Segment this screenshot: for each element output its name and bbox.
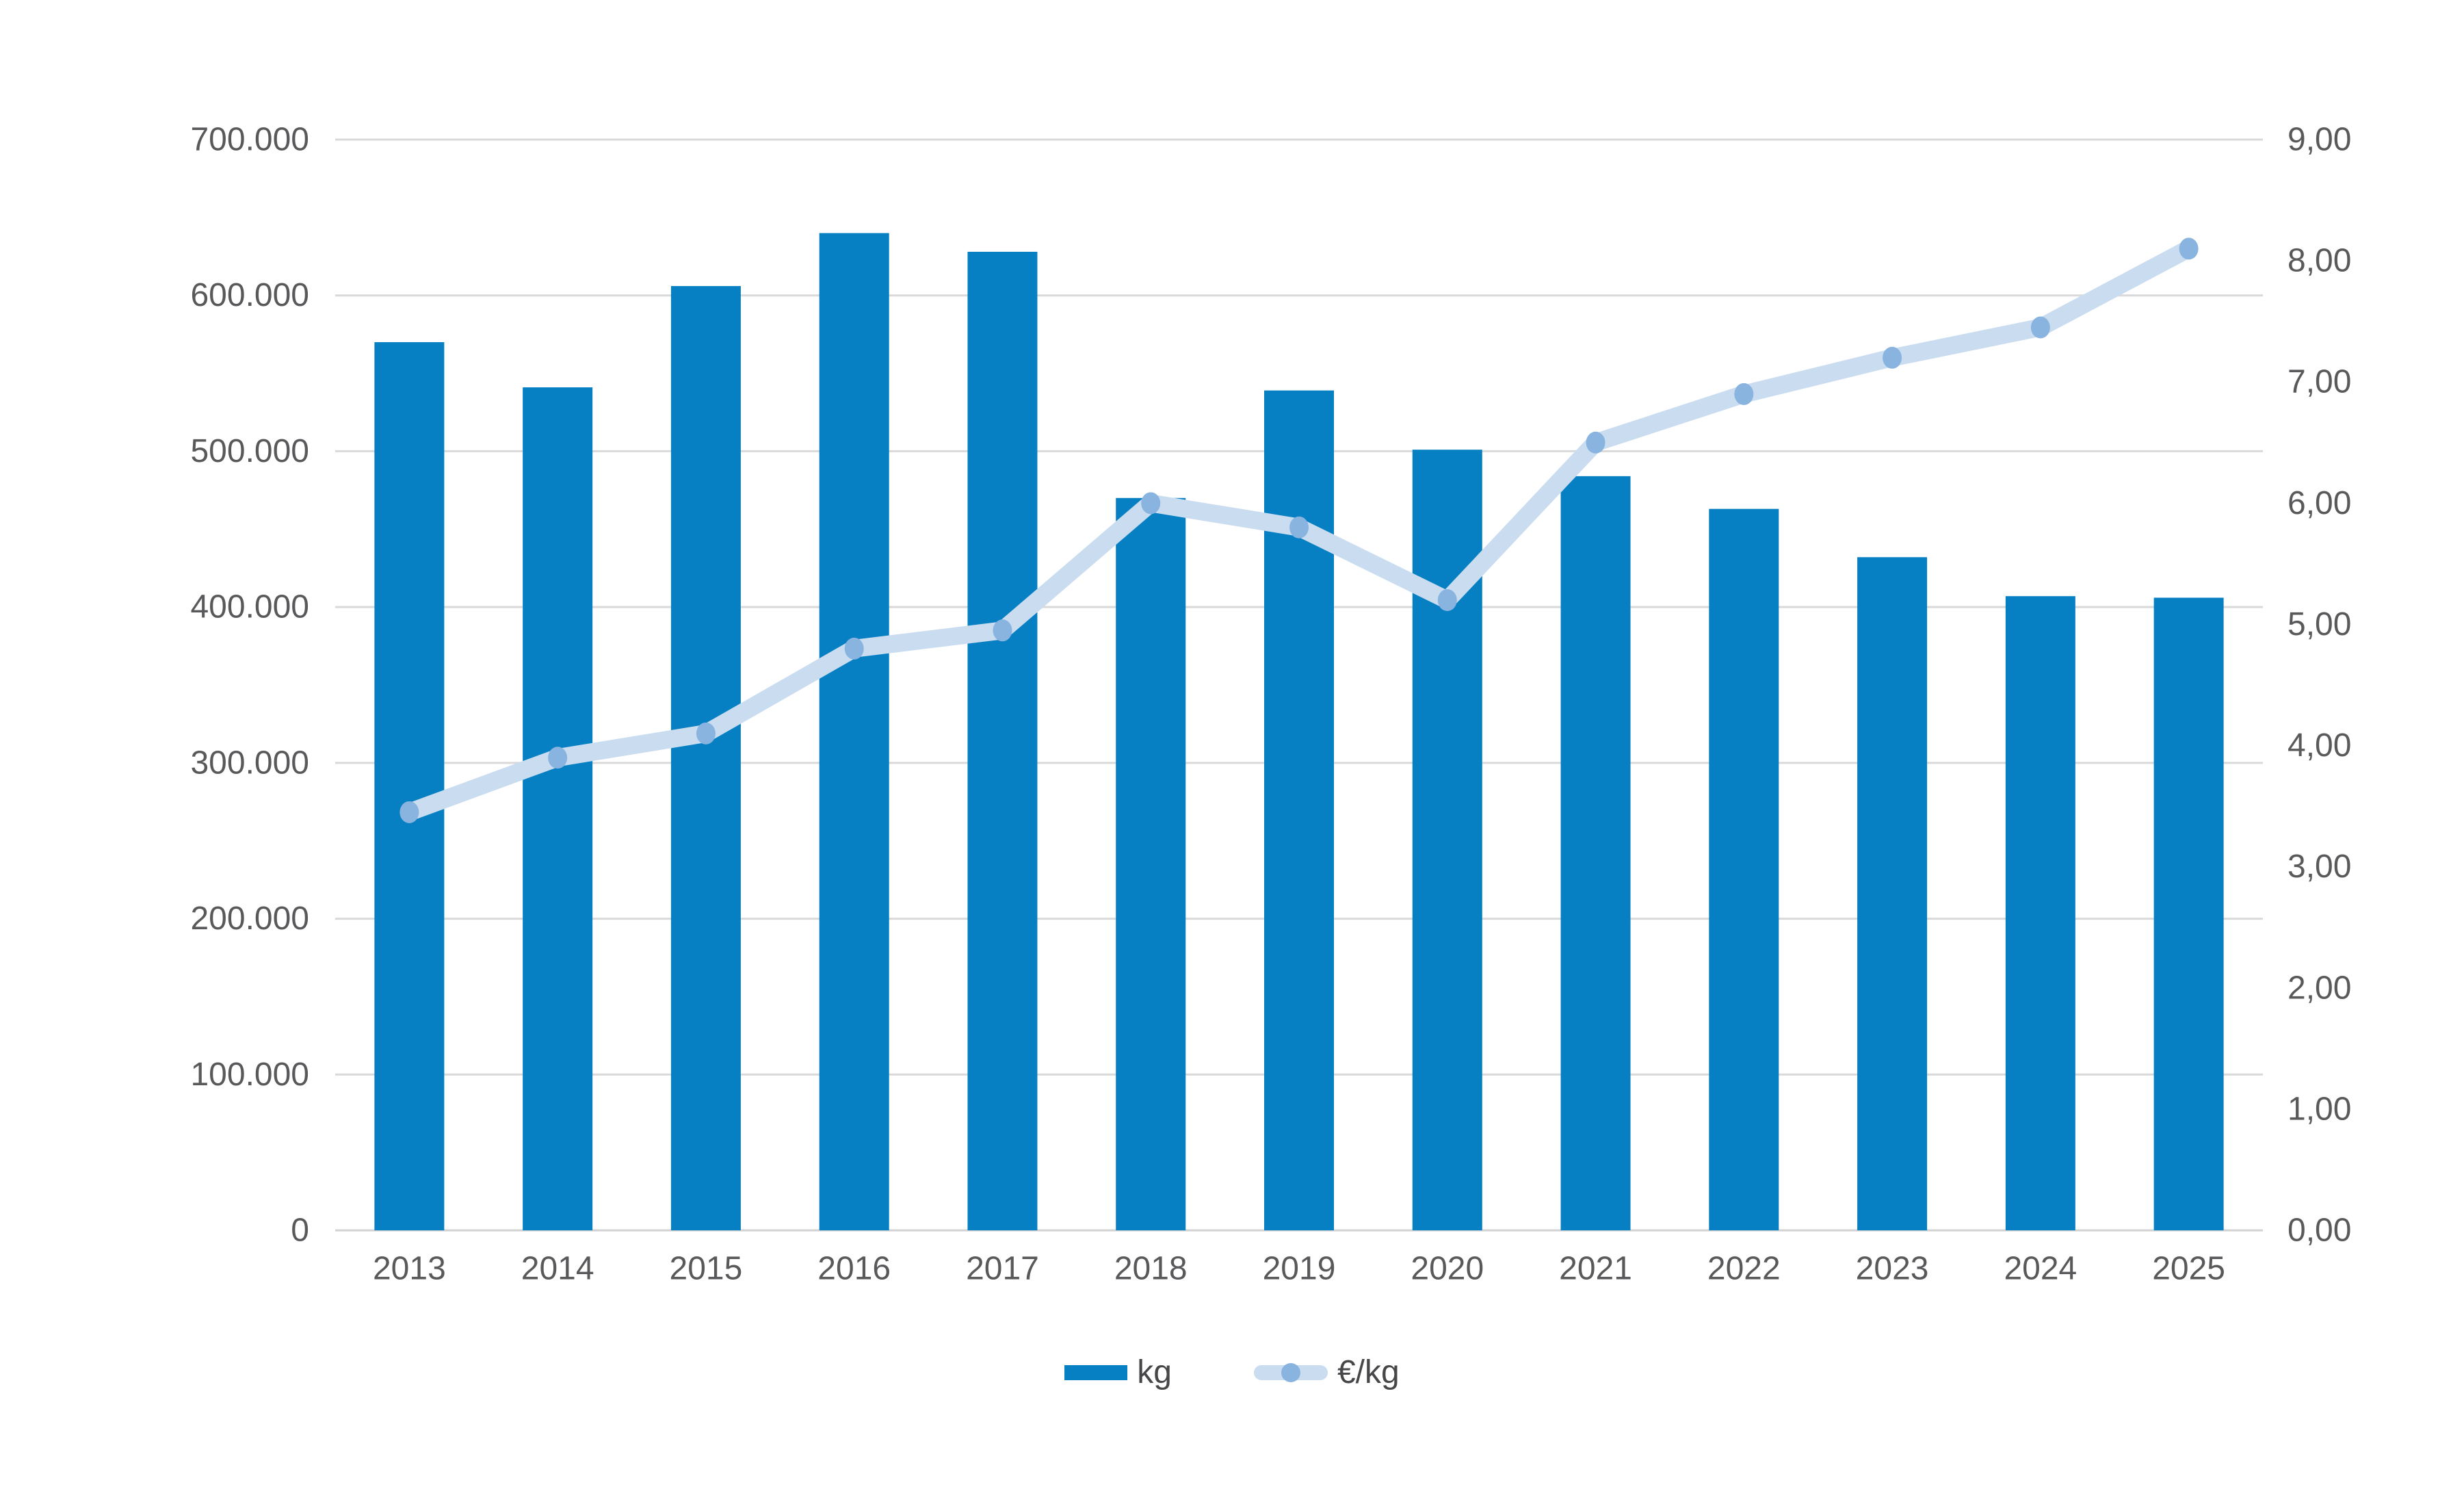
point-2018 [1141,492,1161,515]
point-2013 [399,801,419,823]
bar-2013 [374,342,445,1230]
bar-2022 [1709,508,1779,1230]
x-axis-label-2019: 2019 [1263,1251,1336,1287]
point-2019 [1289,516,1309,539]
x-axis-label-2020: 2020 [1411,1251,1484,1287]
left-axis-tick-label: 600.000 [190,277,309,313]
point-2023 [1883,346,1902,369]
bar-2016 [819,233,889,1231]
left-axis-tick-label: 200.000 [190,901,309,937]
point-2014 [548,747,568,769]
bar-2017 [967,251,1038,1230]
point-2022 [1734,383,1754,405]
right-axis-tick-label: 8,00 [2288,243,2351,279]
x-axis-label-2017: 2017 [966,1251,1039,1287]
x-axis-label-2016: 2016 [817,1251,891,1287]
point-2024 [2030,316,2050,339]
x-axis-label-2025: 2025 [2152,1251,2225,1287]
right-axis-tick-label: 9,00 [2288,122,2351,158]
right-axis-tick-label: 7,00 [2288,364,2351,400]
right-axis-tick-label: 4,00 [2288,727,2351,764]
x-axis-label-2018: 2018 [1114,1251,1188,1287]
left-axis-tick-label: 300.000 [190,744,309,781]
point-2020 [1437,589,1457,612]
right-axis-tick-label: 2,00 [2288,970,2351,1006]
bar-2023 [1857,557,1928,1230]
x-axis-label-2022: 2022 [1707,1251,1781,1287]
bar-2014 [523,387,593,1231]
left-axis-tick-label: 400.000 [190,589,309,625]
left-axis-tick-label: 700.000 [190,122,309,158]
x-axis-label-2013: 2013 [373,1251,446,1287]
x-axis-label-2021: 2021 [1559,1251,1632,1287]
bar-2024 [2005,596,2075,1230]
left-axis-tick-label: 0 [291,1213,309,1249]
x-axis-label-2014: 2014 [521,1251,594,1287]
point-2017 [993,619,1012,642]
x-axis-label-2023: 2023 [1856,1251,1929,1287]
point-2016 [844,637,864,660]
left-axis-tick-label: 100.000 [190,1057,309,1093]
right-axis-tick-label: 1,00 [2288,1091,2351,1127]
x-axis-label-2015: 2015 [670,1251,743,1287]
x-axis-label-2024: 2024 [2004,1251,2077,1287]
bar-2018 [1116,497,1186,1230]
bar-2015 [670,286,741,1231]
point-2025 [2179,237,2199,260]
right-axis-tick-label: 6,00 [2288,485,2351,521]
point-2015 [696,722,716,744]
bar-2021 [1560,476,1631,1231]
bar-2025 [2153,597,2224,1230]
left-axis-tick-label: 500.000 [190,433,309,469]
right-axis-tick-label: 0,00 [2288,1213,2351,1249]
point-2021 [1586,431,1605,454]
right-axis-tick-label: 3,00 [2288,849,2351,885]
right-axis-tick-label: 5,00 [2288,606,2351,643]
